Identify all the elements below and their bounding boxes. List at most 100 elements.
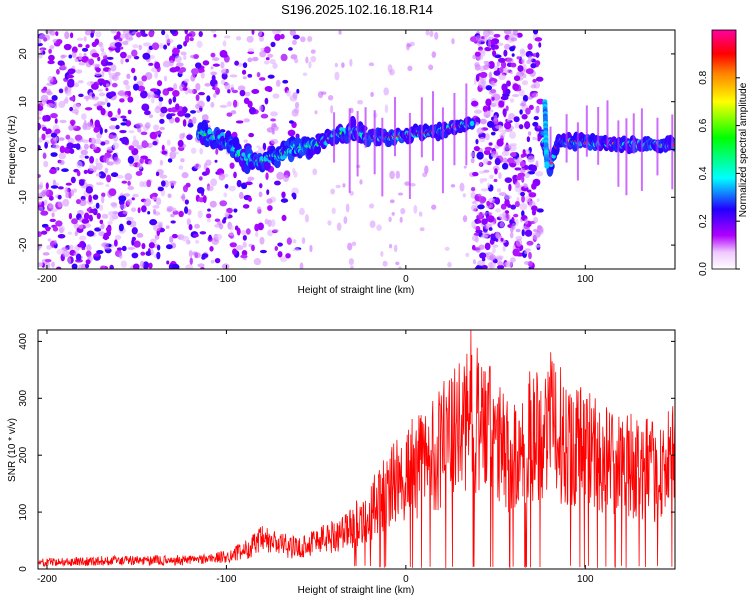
heatmap-cell — [395, 261, 400, 266]
heatmap-cell — [476, 219, 482, 224]
heatmap-cell — [388, 243, 393, 249]
heatmap-cell — [498, 73, 506, 81]
heatmap-cell — [263, 160, 271, 171]
heatmap-cell — [165, 33, 169, 41]
heatmap-cell — [520, 49, 526, 57]
heatmap-cell — [59, 145, 65, 154]
heatmap-cell — [488, 142, 493, 146]
heatmap-cell — [272, 123, 277, 128]
heatmap-cell — [380, 251, 384, 257]
colorbar-tick-label: 0.4 — [698, 166, 709, 180]
heatmap-cell — [127, 55, 132, 59]
heatmap-cell — [126, 73, 131, 80]
heatmap-cell — [182, 119, 187, 127]
heatmap-cell — [55, 31, 59, 36]
heatmap-cell — [212, 63, 220, 67]
heatmap-cell — [506, 117, 511, 122]
heatmap-cell — [492, 247, 496, 254]
heatmap-cell — [157, 186, 164, 192]
heatmap-cell — [118, 195, 127, 202]
heatmap-cell — [526, 240, 534, 246]
heatmap-cell — [188, 89, 195, 94]
heatmap-cell — [216, 221, 222, 226]
heatmap-cell — [51, 94, 58, 101]
heatmap-cell — [90, 31, 94, 38]
heatmap-cell — [101, 196, 105, 204]
heatmap-cell — [193, 163, 202, 170]
heatmap-cell — [161, 180, 166, 187]
heatmap-cell — [288, 47, 293, 51]
heatmap-cell — [406, 43, 412, 48]
heatmap-cell — [190, 147, 197, 154]
heatmap-cell — [140, 90, 148, 99]
heatmap-cell — [533, 216, 539, 224]
heatmap-cell — [523, 121, 531, 130]
heatmap-cell — [482, 178, 488, 182]
heatmap-cell — [509, 219, 513, 225]
heatmap-cell — [119, 98, 125, 103]
heatmap-cell — [78, 61, 86, 66]
heatmap-cell — [76, 170, 81, 177]
heatmap-cell — [478, 77, 484, 81]
heatmap-cell — [121, 180, 128, 184]
heatmap-cell — [95, 67, 101, 73]
heatmap-cell — [510, 204, 517, 210]
colorbar-ticks: 0.0 0.2 0.4 0.6 0.8 — [698, 70, 740, 276]
heatmap-cell — [95, 31, 102, 38]
heatmap-cell — [43, 199, 48, 206]
heatmap-cell — [408, 112, 411, 199]
heatmap-cell — [293, 170, 298, 178]
heatmap-cell — [131, 227, 138, 235]
heatmap-cell — [148, 242, 155, 249]
heatmap-cell — [144, 122, 151, 129]
heatmap-cell — [522, 149, 526, 155]
heatmap-cell — [350, 265, 354, 269]
heatmap-cell — [126, 199, 132, 206]
heatmap-cell — [489, 203, 494, 209]
heatmap-cell — [43, 160, 49, 168]
heatmap-cell — [65, 182, 72, 186]
heatmap-cell — [122, 40, 129, 46]
heatmap-cell — [364, 107, 367, 148]
heatmap-cell — [193, 54, 199, 60]
heatmap-cell — [242, 241, 247, 248]
heatmap-cell — [473, 145, 480, 152]
heatmap-cell — [55, 220, 63, 227]
bottom-y-tick-label: 200 — [18, 446, 29, 463]
heatmap-cell — [83, 36, 87, 42]
heatmap-cell — [327, 94, 334, 101]
heatmap-cell — [370, 91, 374, 97]
heatmap-cell — [141, 140, 148, 149]
heatmap-cell — [190, 74, 196, 82]
heatmap-cell — [471, 220, 476, 229]
heatmap-cell — [139, 260, 145, 268]
heatmap-cell — [51, 261, 55, 268]
heatmap-cell — [335, 184, 341, 189]
heatmap-cell — [86, 230, 95, 237]
heatmap-cell — [159, 42, 164, 49]
heatmap-cell — [479, 252, 487, 259]
heatmap-cell — [104, 128, 108, 133]
heatmap-cell — [174, 117, 180, 123]
heatmap-cell — [121, 245, 127, 252]
heatmap-cell — [46, 91, 53, 96]
heatmap-cell — [482, 105, 489, 113]
heatmap-cell — [510, 257, 516, 263]
heatmap-cell — [267, 74, 275, 79]
heatmap-cell — [93, 253, 100, 257]
heatmap-cell — [302, 72, 308, 76]
heatmap-cell — [504, 144, 512, 151]
heatmap-cell — [68, 212, 73, 220]
heatmap-cell — [42, 152, 47, 159]
heatmap-cell — [470, 151, 476, 158]
heatmap-cell — [505, 105, 509, 112]
heatmap-cell — [140, 131, 148, 136]
heatmap-cell — [44, 262, 51, 269]
heatmap-cell — [495, 125, 503, 130]
heatmap-cell — [46, 82, 55, 86]
heatmap-cell — [381, 117, 384, 197]
heatmap-cell — [48, 48, 52, 54]
heatmap-cell — [43, 37, 48, 42]
heatmap-cell — [488, 71, 493, 79]
heatmap-cell — [489, 174, 494, 179]
